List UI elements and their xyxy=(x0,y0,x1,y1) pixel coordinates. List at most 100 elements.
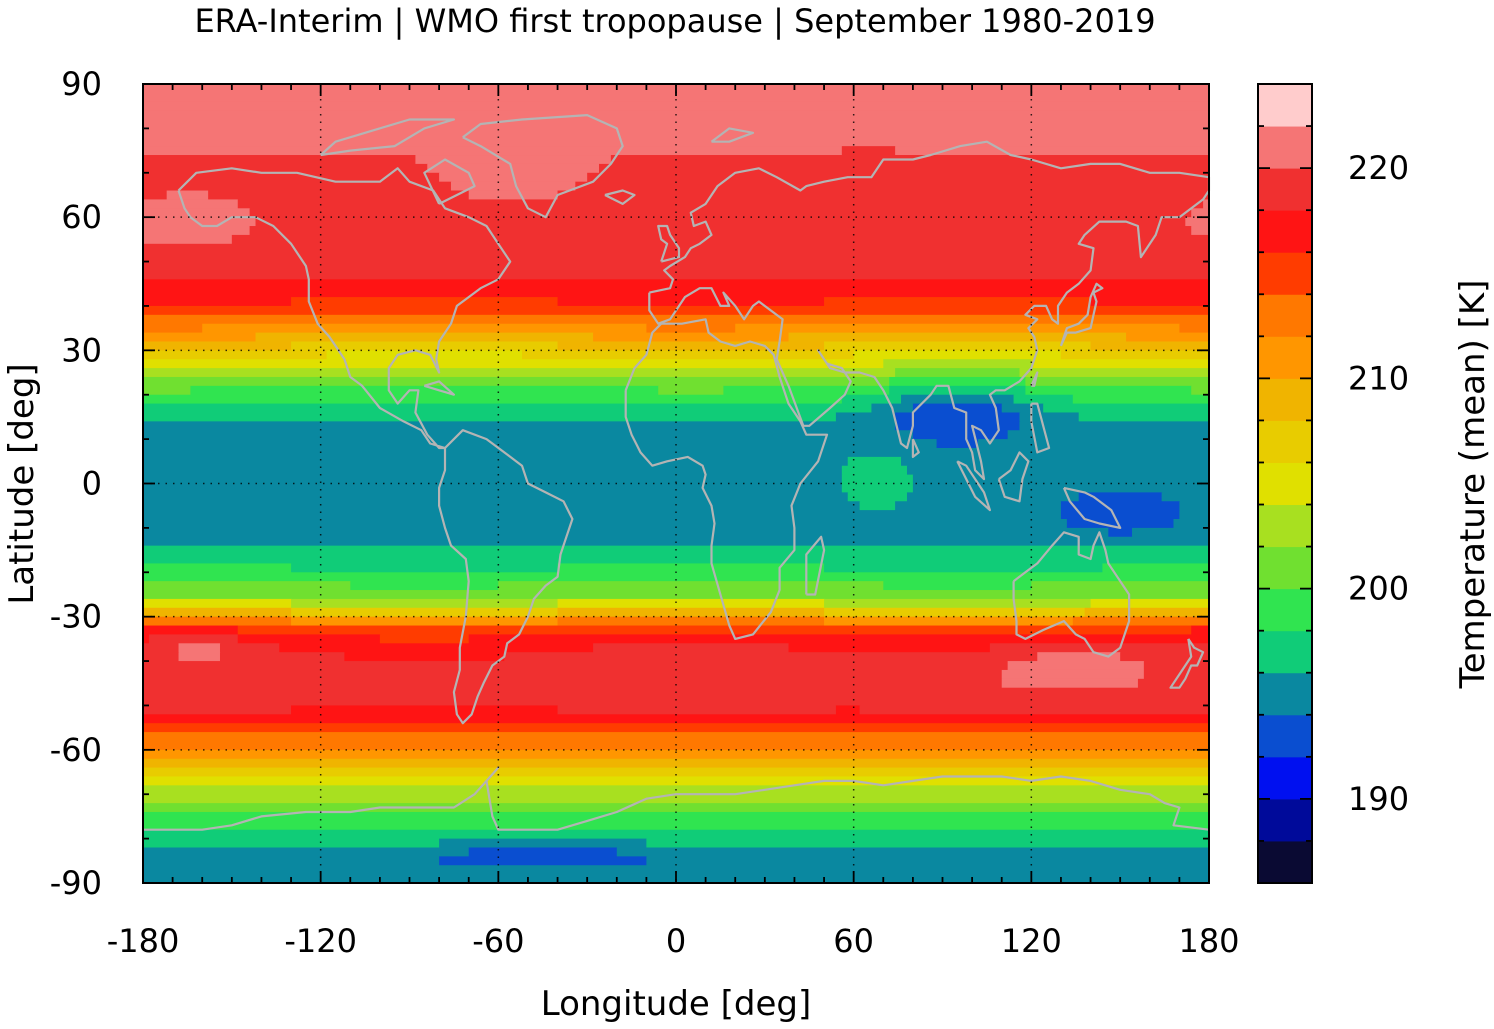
coastline-philippines xyxy=(1030,402,1051,454)
field-cell xyxy=(143,376,890,387)
axis-ticks xyxy=(142,83,1210,884)
colorbar-band xyxy=(1258,294,1312,337)
field-cell xyxy=(1031,359,1210,369)
field-cell xyxy=(143,190,168,201)
field-cell xyxy=(847,492,908,502)
field-cell xyxy=(1019,421,1210,431)
field-cell xyxy=(723,385,890,396)
colorbar-band xyxy=(1258,336,1312,379)
field-cell xyxy=(835,705,861,715)
field-cell xyxy=(237,625,1192,636)
plot-area xyxy=(142,83,1211,884)
coastline-baffin xyxy=(423,158,476,205)
field-cell xyxy=(350,581,499,591)
field-cell xyxy=(1143,661,1210,671)
colorbar-band xyxy=(1258,798,1312,842)
field-cell xyxy=(143,652,180,662)
field-cell xyxy=(1191,208,1210,218)
y-tick-label: 0 xyxy=(82,465,102,503)
field-cell xyxy=(143,607,292,618)
field-cell xyxy=(326,350,523,360)
coastline-arctic-islands xyxy=(319,118,455,157)
field-cell xyxy=(824,607,1086,618)
field-cell xyxy=(557,297,825,307)
coastline-south-america xyxy=(438,429,574,725)
y-tick-label: 60 xyxy=(61,198,102,236)
field-cell xyxy=(895,146,1210,156)
field-cell xyxy=(143,598,292,609)
field-cell xyxy=(143,803,1210,813)
coastline-taiwan xyxy=(1030,371,1039,387)
field-cell xyxy=(735,323,1180,334)
field-cell xyxy=(1203,199,1210,209)
x-tick-label: -120 xyxy=(284,922,357,960)
field-cell xyxy=(143,146,843,156)
field-cell xyxy=(1161,492,1210,502)
field-cell xyxy=(1066,519,1175,529)
field-cell xyxy=(143,119,1210,129)
field-cell xyxy=(824,341,1092,351)
field-cell xyxy=(143,696,1210,707)
field-cell xyxy=(1102,563,1210,573)
x-tick-label: 0 xyxy=(666,922,686,960)
field-cell xyxy=(835,412,896,422)
y-tick-labels: 90 60 30 0 -30 -60 -90 xyxy=(50,65,102,902)
field-cell xyxy=(143,865,1210,875)
field-cell xyxy=(989,643,1210,653)
y-axis-label: Latitude [deg] xyxy=(2,363,42,604)
field-cell xyxy=(143,474,843,485)
field-cell xyxy=(143,279,1210,289)
field-cell xyxy=(1143,669,1210,680)
field-cell xyxy=(143,234,233,245)
field-cell xyxy=(841,146,896,156)
field-cell xyxy=(498,581,884,591)
colorbar-band xyxy=(1258,462,1312,506)
colorbar-band xyxy=(1258,630,1312,674)
field-cell xyxy=(906,492,1080,502)
field-cell xyxy=(788,332,1127,343)
field-cell xyxy=(575,181,1210,192)
field-cell xyxy=(1025,376,1210,387)
field-cell xyxy=(143,634,150,644)
field-cell xyxy=(1090,297,1210,307)
field-cell xyxy=(143,616,292,627)
field-cell xyxy=(1108,527,1133,538)
field-cell xyxy=(143,421,896,431)
colorbar-tick-label: 220 xyxy=(1348,149,1409,187)
field-cell xyxy=(143,350,328,360)
field-cell xyxy=(557,607,825,618)
field-cell xyxy=(143,465,843,476)
field-cell xyxy=(841,465,908,476)
colorbar-band xyxy=(1258,672,1312,716)
field-cell xyxy=(557,341,825,351)
field-cell xyxy=(143,368,896,378)
field-cell xyxy=(841,474,914,485)
field-cell xyxy=(249,208,1192,218)
field-cell xyxy=(143,625,239,636)
field-cell xyxy=(889,385,1027,396)
field-cell xyxy=(143,217,257,227)
field-cell xyxy=(166,190,209,201)
field-cell xyxy=(143,554,1210,564)
colorbar-band xyxy=(1258,756,1312,800)
field-cell xyxy=(143,527,1109,538)
field-cell xyxy=(1090,598,1210,609)
field-cell xyxy=(143,270,1210,280)
coastline-north-america xyxy=(177,167,512,450)
coastline-eurasia xyxy=(648,140,1211,481)
field-cell xyxy=(143,394,843,405)
field-cell xyxy=(143,403,873,414)
field-cell xyxy=(1191,385,1210,396)
colorbar-band xyxy=(1258,588,1312,632)
field-cell xyxy=(143,678,1003,689)
field-cell xyxy=(841,394,902,405)
field-cell xyxy=(468,634,1210,644)
colorbar-band xyxy=(1258,420,1312,463)
field-cell xyxy=(143,794,1210,804)
field-cell xyxy=(178,652,221,662)
field-cell xyxy=(1179,510,1210,520)
field-cell xyxy=(1072,616,1210,627)
field-cell xyxy=(646,856,1210,866)
field-cell xyxy=(143,208,251,218)
coastline-greenland xyxy=(462,113,624,219)
